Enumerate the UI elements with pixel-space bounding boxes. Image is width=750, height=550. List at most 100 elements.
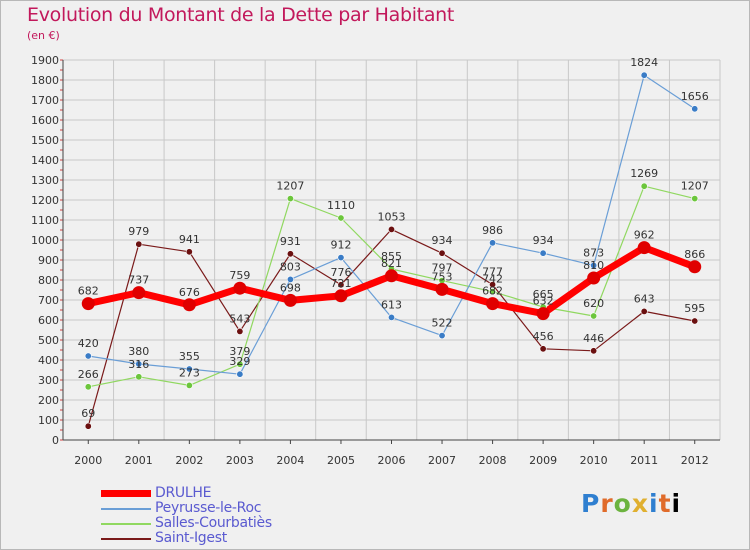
data-point-peyrusse-le-roc <box>337 254 345 262</box>
data-point-salles-courbati-s <box>337 214 345 222</box>
data-label-drulhe: 721 <box>330 277 351 290</box>
data-label-peyrusse-le-roc: 522 <box>432 317 453 330</box>
x-tick-label: 2007 <box>428 454 456 467</box>
legend-label-drulhe: DRULHE <box>155 485 212 501</box>
x-tick-label: 2000 <box>74 454 102 467</box>
data-label-peyrusse-le-roc: 934 <box>533 234 554 247</box>
legend-label-saint-igest: Saint-Igest <box>155 530 227 546</box>
data-point-peyrusse-le-roc <box>236 370 244 378</box>
y-tick-label: 1600 <box>31 114 59 127</box>
y-tick-label: 800 <box>38 274 59 287</box>
x-tick-label: 2002 <box>175 454 203 467</box>
data-point-drulhe <box>182 298 196 312</box>
data-label-salles-courbati-s: 1269 <box>630 167 658 180</box>
data-point-peyrusse-le-roc <box>438 332 446 340</box>
y-tick-label: 1800 <box>31 74 59 87</box>
data-label-saint-igest: 934 <box>432 234 453 247</box>
data-point-peyrusse-le-roc <box>185 365 193 373</box>
data-label-salles-courbati-s: 1207 <box>276 180 304 193</box>
y-tick-label: 100 <box>38 414 59 427</box>
data-label-drulhe: 676 <box>179 286 200 299</box>
data-point-saint-igest <box>539 345 547 353</box>
data-point-peyrusse-le-roc <box>590 261 598 269</box>
data-label-drulhe: 810 <box>583 259 604 272</box>
data-label-saint-igest: 1053 <box>378 210 406 223</box>
data-label-peyrusse-le-roc: 380 <box>128 345 149 358</box>
data-point-peyrusse-le-roc <box>135 360 143 368</box>
x-tick-label: 2005 <box>327 454 355 467</box>
data-point-salles-courbati-s <box>84 383 92 391</box>
x-tick-label: 2006 <box>378 454 406 467</box>
data-label-drulhe: 962 <box>634 229 655 242</box>
data-point-salles-courbati-s <box>236 360 244 368</box>
legend-label-peyrusse: Peyrusse-le-Roc <box>155 500 262 516</box>
data-label-saint-igest: 777 <box>482 266 503 279</box>
data-label-peyrusse-le-roc: 355 <box>179 350 200 363</box>
data-label-drulhe: 698 <box>280 281 301 294</box>
y-tick-label: 400 <box>38 354 59 367</box>
data-label-drulhe: 821 <box>381 257 402 270</box>
data-point-saint-igest <box>640 307 648 315</box>
data-point-salles-courbati-s <box>185 381 193 389</box>
y-tick-label: 0 <box>52 434 59 447</box>
y-tick-label: 500 <box>38 334 59 347</box>
data-label-drulhe: 866 <box>684 248 705 261</box>
data-point-saint-igest <box>236 327 244 335</box>
data-label-drulhe: 682 <box>482 285 503 298</box>
data-point-drulhe <box>132 286 146 300</box>
y-tick-label: 1100 <box>31 214 59 227</box>
data-point-saint-igest <box>135 240 143 248</box>
data-label-salles-courbati-s: 855 <box>381 250 402 263</box>
y-tick-label: 1400 <box>31 154 59 167</box>
x-tick-label: 2010 <box>580 454 608 467</box>
legend-item-saint-igest: Saint-Igest <box>101 531 272 546</box>
data-point-saint-igest <box>286 250 294 258</box>
data-label-saint-igest: 543 <box>229 312 250 325</box>
data-point-drulhe <box>536 307 550 321</box>
data-label-saint-igest: 776 <box>330 266 351 279</box>
data-point-peyrusse-le-roc <box>84 352 92 360</box>
x-tick-label: 2011 <box>630 454 658 467</box>
y-tick-label: 1000 <box>31 234 59 247</box>
data-label-saint-igest: 979 <box>128 225 149 238</box>
data-label-saint-igest: 931 <box>280 235 301 248</box>
data-label-peyrusse-le-roc: 1824 <box>630 56 658 69</box>
data-point-drulhe <box>435 282 449 296</box>
data-label-saint-igest: 446 <box>583 332 604 345</box>
legend-swatch-saint-igest <box>101 537 151 540</box>
data-label-salles-courbati-s: 797 <box>432 262 453 275</box>
data-point-salles-courbati-s <box>640 182 648 190</box>
data-point-saint-igest <box>185 248 193 256</box>
data-label-saint-igest: 69 <box>81 407 95 420</box>
data-label-salles-courbati-s: 665 <box>533 288 554 301</box>
data-label-salles-courbati-s: 1110 <box>327 199 355 212</box>
data-label-peyrusse-le-roc: 803 <box>280 260 301 273</box>
data-point-peyrusse-le-roc <box>387 313 395 321</box>
x-tick-label: 2008 <box>479 454 507 467</box>
y-tick-label: 1500 <box>31 134 59 147</box>
data-point-peyrusse-le-roc <box>539 249 547 257</box>
x-tick-label: 2004 <box>276 454 304 467</box>
y-tick-label: 1200 <box>31 194 59 207</box>
data-label-peyrusse-le-roc: 986 <box>482 224 503 237</box>
data-point-drulhe <box>283 293 297 307</box>
data-point-drulhe <box>688 260 702 274</box>
data-point-salles-courbati-s <box>135 373 143 381</box>
data-point-peyrusse-le-roc <box>691 105 699 113</box>
x-tick-label: 2001 <box>125 454 153 467</box>
data-label-peyrusse-le-roc: 873 <box>583 246 604 259</box>
x-tick-label: 2012 <box>681 454 709 467</box>
data-point-saint-igest <box>691 317 699 325</box>
x-tick-label: 2009 <box>529 454 557 467</box>
y-tick-label: 900 <box>38 254 59 267</box>
data-label-salles-courbati-s: 620 <box>583 297 604 310</box>
plot-area <box>63 60 720 440</box>
data-point-peyrusse-le-roc <box>640 71 648 79</box>
data-label-salles-courbati-s: 266 <box>78 368 99 381</box>
y-tick-label: 600 <box>38 314 59 327</box>
data-point-saint-igest <box>387 225 395 233</box>
legend-item-peyrusse: Peyrusse-le-Roc <box>101 501 272 516</box>
data-label-salles-courbati-s: 273 <box>179 366 200 379</box>
data-label-salles-courbati-s: 742 <box>482 273 503 286</box>
data-label-salles-courbati-s: 316 <box>128 358 149 371</box>
